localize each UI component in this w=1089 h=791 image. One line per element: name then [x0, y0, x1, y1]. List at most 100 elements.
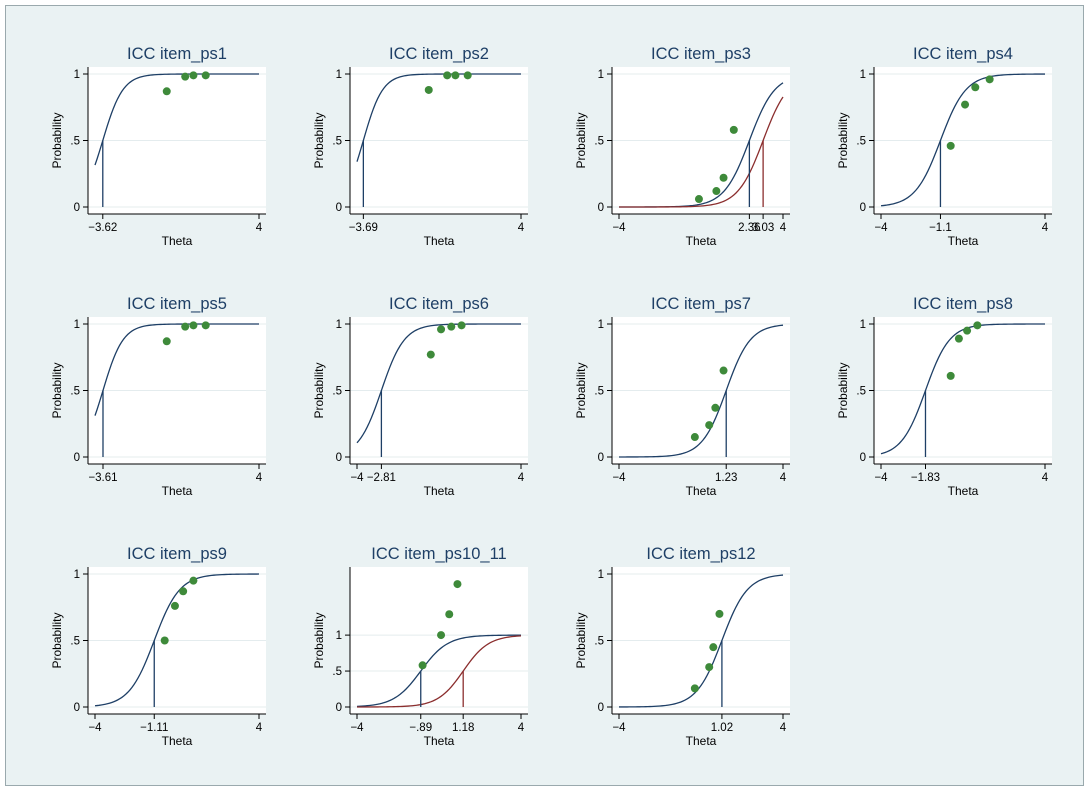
figure-background: 0 .5 1 −3.62 4 Theta Probability ICC item_ps1 0.…: [5, 5, 1084, 786]
icc-panel-10: 0 .5 1 −4 −.89 1.18 4 Theta Probability ICC item_…: [312, 545, 528, 748]
x-axis-title: Theta: [948, 234, 979, 248]
plot-title: ICC item_ps2: [389, 45, 489, 63]
observed-point: [715, 609, 724, 618]
y-tick-label: 0: [598, 452, 604, 464]
y-tick-label: .5: [594, 136, 604, 148]
y-tick-label: 1: [598, 319, 604, 331]
y-tick-label: .5: [70, 136, 80, 148]
x-tick-label: −4: [612, 222, 626, 234]
observed-point: [694, 195, 703, 204]
y-axis-title: Probability: [50, 362, 64, 418]
y-tick-label: 1: [598, 69, 604, 81]
y-axis-title: Probability: [574, 612, 588, 668]
observed-point: [162, 337, 171, 346]
observed-point: [729, 125, 738, 134]
observed-point: [719, 173, 728, 182]
y-tick-label: .5: [70, 636, 80, 648]
icc-curve-1: [94, 573, 260, 707]
observed-point: [189, 576, 198, 585]
icc-panel-2: 0 .5 1 −3.69 4 Theta Probability ICC item_ps2: [312, 45, 528, 248]
y-tick-label: 0: [336, 452, 342, 464]
observed-point: [709, 643, 718, 652]
y-tick-label: 0: [74, 452, 80, 464]
icc-panel-5: 0 .5 1 −3.61 4 Theta Probability ICC item_ps5: [50, 295, 266, 498]
y-tick-label: 1: [860, 69, 866, 81]
icc-curve-2: [619, 96, 784, 208]
observed-point: [719, 366, 728, 375]
y-tick-label: 0: [74, 202, 80, 214]
x-tick-label: −1.1: [929, 222, 952, 234]
y-tick-label: 1: [336, 69, 342, 81]
icc-curve-2: [357, 635, 522, 708]
observed-point: [179, 587, 188, 596]
x-tick-label: 1.18: [452, 722, 474, 734]
y-tick-label: 1: [336, 630, 342, 642]
y-tick-label: .5: [332, 136, 342, 148]
icc-curve-1: [618, 574, 784, 708]
y-tick-label: 1: [598, 569, 604, 581]
x-tick-label: −1.83: [911, 472, 940, 484]
observed-point: [424, 85, 433, 94]
x-tick-label: 4: [518, 222, 525, 234]
x-axis-title: Theta: [162, 734, 193, 748]
x-tick-label: −3.62: [88, 222, 117, 234]
plot-title: ICC item_ps10_11: [371, 545, 506, 563]
x-tick-label: −4: [874, 472, 888, 484]
x-tick-label: −3.61: [88, 472, 117, 484]
observed-point: [705, 663, 714, 672]
x-tick-label: −3.69: [349, 222, 378, 234]
x-tick-label: 4: [780, 722, 787, 734]
y-tick-label: 1: [74, 569, 80, 581]
x-tick-label: 1.02: [711, 722, 733, 734]
y-tick-label: 1: [74, 69, 80, 81]
observed-point: [954, 334, 963, 343]
y-tick-label: .5: [594, 636, 604, 648]
x-tick-label: 4: [256, 722, 263, 734]
x-axis-title: Theta: [424, 734, 455, 748]
observed-point: [437, 325, 446, 334]
x-tick-label: 4: [256, 222, 263, 234]
observed-point: [418, 661, 427, 670]
x-tick-label: 4: [256, 472, 263, 484]
plot-title: ICC item_ps1: [127, 45, 227, 63]
plot-title: ICC item_ps7: [651, 295, 751, 313]
y-axis-title: Probability: [574, 112, 588, 168]
x-axis-title: Theta: [948, 484, 979, 498]
observed-point: [170, 601, 179, 610]
y-tick-label: .5: [594, 386, 604, 398]
plot-title: ICC item_ps6: [389, 295, 489, 313]
x-tick-label: −4: [612, 722, 626, 734]
observed-point: [690, 684, 699, 693]
observed-point: [961, 100, 970, 109]
y-axis-title: Probability: [312, 612, 326, 668]
y-tick-label: .5: [856, 386, 866, 398]
y-axis-title: Probability: [50, 612, 64, 668]
icc-panel-4: 0 .5 1 −4 −1.1 4 Theta Probability ICC item_ps4: [836, 45, 1052, 248]
y-tick-label: 0: [860, 452, 866, 464]
plot-title: ICC item_ps4: [913, 45, 1013, 63]
observed-point: [711, 403, 720, 412]
icc-curve-1: [94, 73, 259, 166]
icc-curve-1: [880, 323, 1045, 455]
y-axis-title: Probability: [574, 362, 588, 418]
x-axis-title: Theta: [424, 234, 455, 248]
icc-panel-8: 0 .5 1 −4 −1.83 4 Theta Probability ICC item_ps8: [836, 295, 1052, 498]
observed-point: [437, 631, 446, 640]
y-axis-title: Probability: [312, 112, 326, 168]
observed-point: [946, 141, 955, 150]
icc-curve-1: [880, 73, 1045, 207]
observed-point: [946, 371, 955, 380]
observed-point: [463, 71, 472, 80]
x-tick-label: 4: [780, 222, 787, 234]
x-tick-label: −4: [350, 472, 364, 484]
y-tick-label: 1: [74, 319, 80, 331]
y-axis-title: Probability: [836, 112, 850, 168]
observed-point: [181, 72, 190, 81]
icc-curve-1: [356, 634, 522, 708]
y-tick-label: .5: [856, 136, 866, 148]
plot-title: ICC item_ps3: [651, 45, 751, 63]
observed-point: [963, 326, 972, 335]
y-axis-title: Probability: [312, 362, 326, 418]
y-tick-label: 0: [336, 702, 342, 714]
observed-point: [457, 321, 466, 330]
